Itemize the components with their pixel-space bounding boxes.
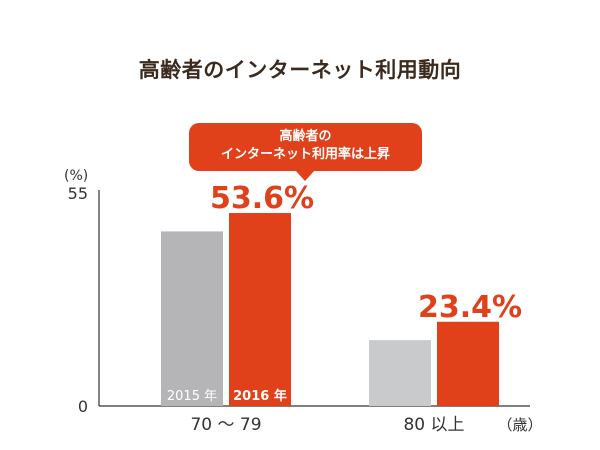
- data-label: 53.6%: [210, 181, 314, 216]
- callout-line2: インターネット利用率は上昇: [220, 147, 390, 162]
- x-tick-label: 70 ～ 79: [190, 415, 261, 435]
- y-tick-label: 55: [68, 184, 88, 203]
- data-label: 23.4%: [418, 290, 522, 325]
- y-axis-unit: (%): [64, 168, 88, 184]
- bar-2016: [437, 321, 499, 406]
- callout-pointer: [295, 170, 315, 181]
- x-axis-unit: （歳）: [497, 416, 542, 434]
- legend-label-2016: 2016 年: [233, 388, 287, 404]
- legend-label-2015: 2015 年: [167, 389, 217, 404]
- callout-box: 高齢者の インターネット利用率は上昇: [189, 123, 422, 181]
- bar-2015: [369, 340, 431, 406]
- bar-2015: [161, 231, 223, 406]
- callout-line1: 高齢者の: [279, 129, 332, 144]
- x-tick-label: 80 以上: [403, 415, 464, 435]
- chart-title: 高齢者のインターネット利用動向: [138, 58, 462, 82]
- y-tick-label: 0: [78, 397, 88, 416]
- bar-2016: [229, 213, 291, 406]
